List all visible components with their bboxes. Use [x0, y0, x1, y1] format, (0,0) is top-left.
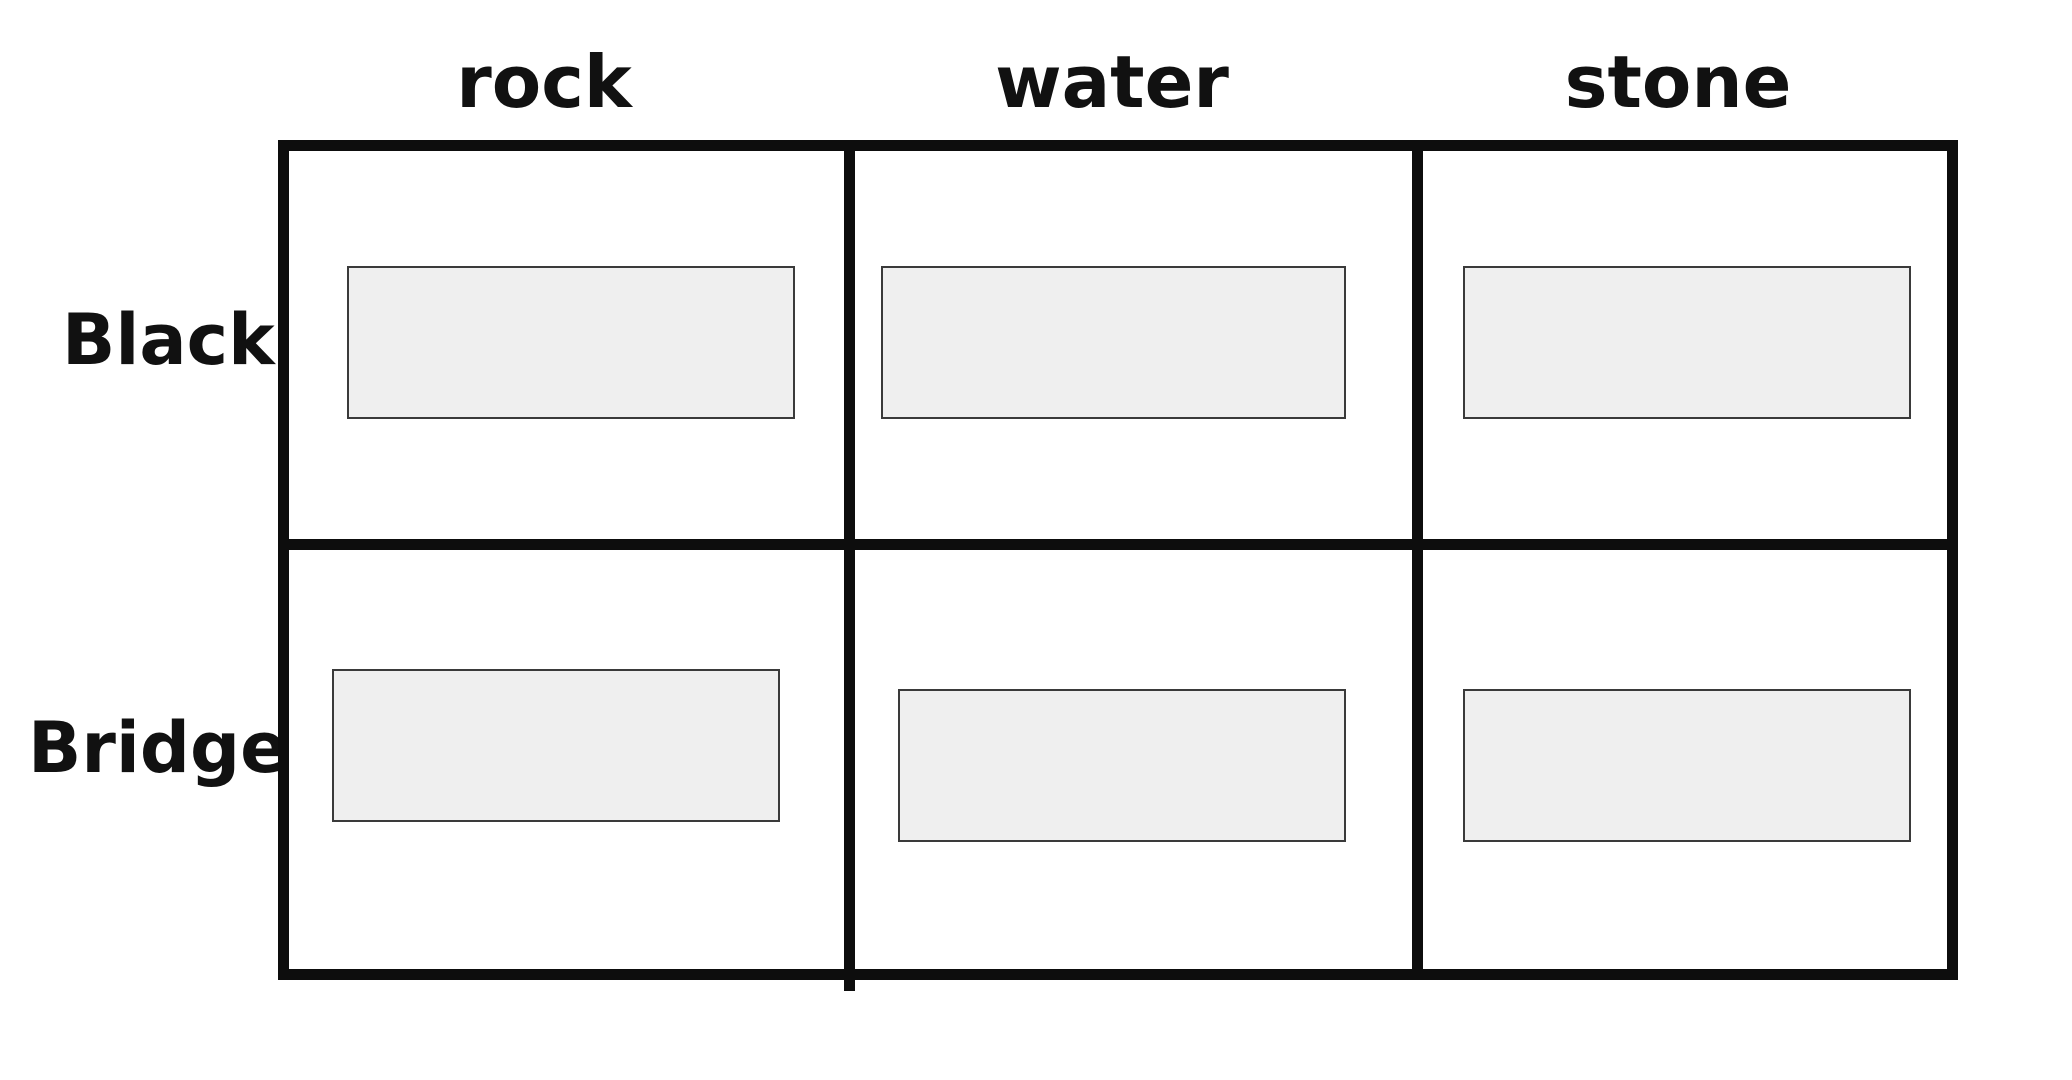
- drop-target-bridge-stone[interactable]: [1463, 689, 1911, 842]
- grid-divider-horizontal: [278, 539, 1958, 550]
- column-header-stone: stone: [1564, 40, 1792, 124]
- matching-grid: [278, 140, 1958, 991]
- row-header-bridge: Bridge: [28, 707, 288, 789]
- drop-target-black-stone[interactable]: [1463, 266, 1911, 419]
- drop-target-black-water[interactable]: [881, 266, 1346, 419]
- grid-divider-vertical-1: [844, 140, 855, 991]
- column-header-rock: rock: [456, 40, 632, 124]
- row-header-black: Black: [62, 299, 275, 381]
- grid-divider-vertical-2: [1412, 140, 1423, 980]
- column-header-water: water: [995, 40, 1229, 124]
- drop-target-bridge-rock[interactable]: [332, 669, 780, 822]
- drop-target-black-rock[interactable]: [347, 266, 795, 419]
- drop-target-bridge-water[interactable]: [898, 689, 1346, 842]
